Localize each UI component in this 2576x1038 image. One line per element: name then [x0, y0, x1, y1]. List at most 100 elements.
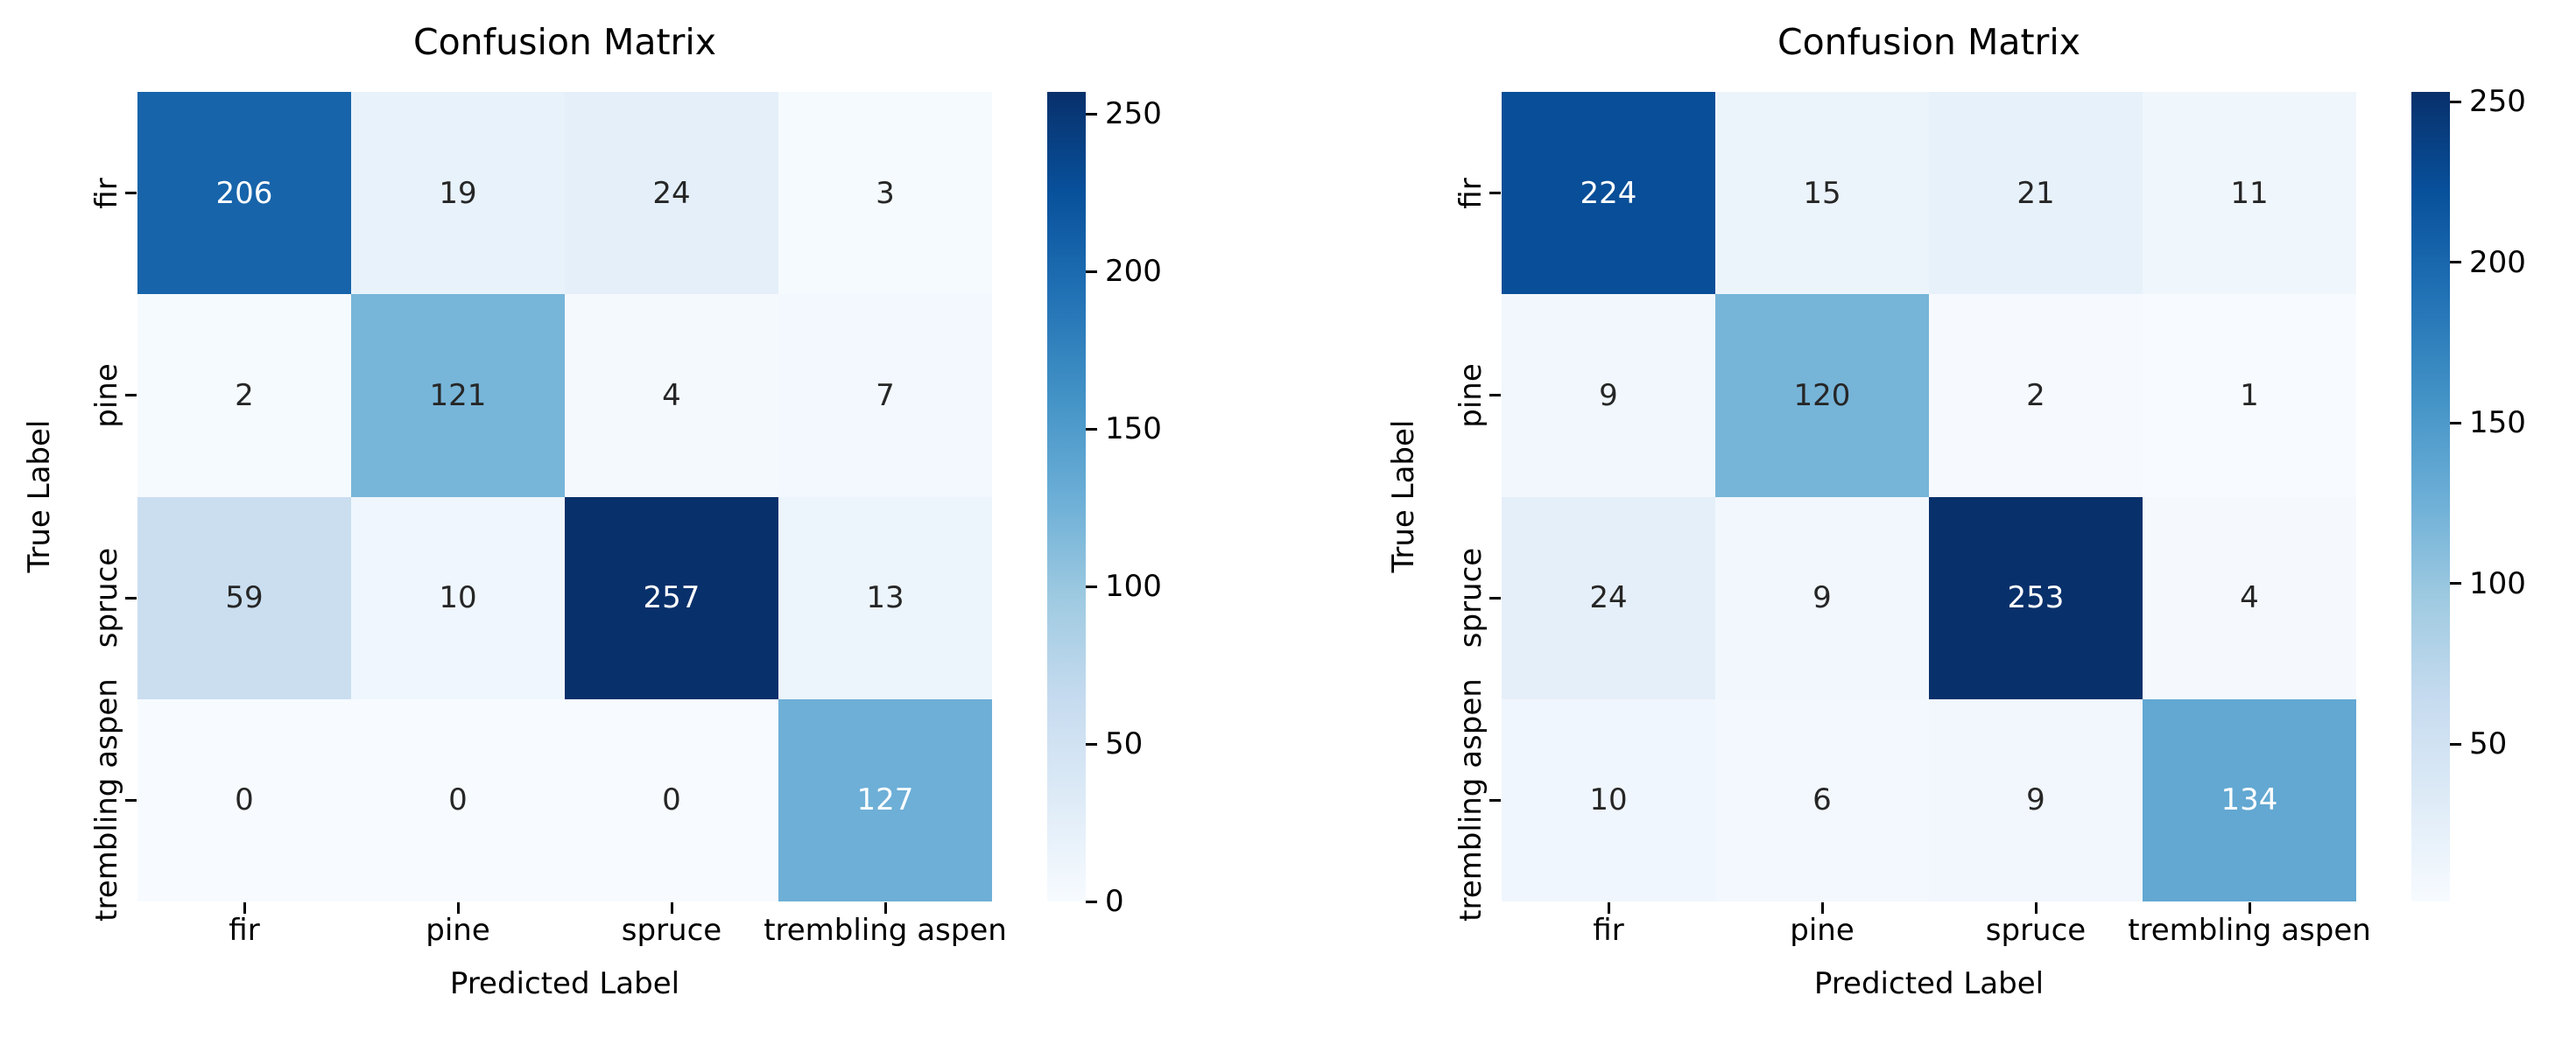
y-tick-mark [1489, 192, 1501, 195]
colorbar-tick-mark [1086, 742, 1097, 746]
x-tick-label: trembling aspen [2128, 913, 2371, 948]
x-tick-mark [2248, 902, 2251, 914]
cell-value: 3 [876, 175, 895, 211]
colorbar [1047, 92, 1086, 901]
x-tick-label: spruce [621, 913, 722, 948]
x-tick-label: fir [229, 913, 260, 948]
cell-value: 59 [225, 580, 264, 616]
heatmap-cell: 127 [778, 698, 992, 901]
colorbar-tick-label: 50 [1105, 726, 1144, 762]
cell-value: 9 [1812, 580, 1832, 616]
heatmap-cell: 15 [1715, 92, 1929, 295]
colorbar-tick-mark [1086, 270, 1097, 273]
x-tick-mark [1820, 902, 1824, 914]
heatmap-cell: 3 [778, 92, 992, 295]
cell-value: 206 [215, 175, 273, 211]
cell-value: 0 [448, 782, 468, 818]
cell-value: 2 [235, 377, 254, 413]
colorbar-tick-label: 150 [2469, 405, 2526, 441]
heatmap-cell: 0 [351, 698, 565, 901]
cell-value: 127 [856, 782, 914, 818]
cell-value: 2 [2026, 377, 2045, 413]
colorbar-tick-mark [2450, 261, 2461, 264]
heatmap-cell: 4 [2143, 496, 2356, 699]
colorbar-tick-label: 100 [1105, 569, 1162, 605]
y-tick-label: trembling aspen [1453, 678, 1489, 922]
y-tick-mark [1489, 596, 1501, 600]
cell-value: 10 [439, 580, 477, 616]
cell-value: 24 [1589, 580, 1628, 616]
heatmap-cell: 121 [351, 294, 565, 497]
cell-value: 24 [652, 175, 691, 211]
confusion-matrix-right: Confusion Matrix True Label 224 15 21 11 9 12… [1364, 0, 2576, 1038]
y-tick-mark [125, 798, 137, 802]
colorbar-tick-label: 250 [1105, 96, 1162, 132]
cell-value: 4 [2240, 580, 2259, 616]
heatmap-cell: 120 [1715, 294, 1929, 497]
heatmap-cell: 24 [1502, 496, 1715, 699]
heatmap-cell: 59 [137, 496, 351, 699]
x-tick-mark [670, 902, 673, 914]
heatmap-cell: 10 [1502, 698, 1715, 901]
x-tick-mark [243, 902, 246, 914]
heatmap-cell: 224 [1502, 92, 1715, 295]
heatmap-cell: 253 [1929, 496, 2143, 699]
colorbar-tick-label: 0 [1105, 884, 1124, 919]
y-tick-label: trembling aspen [89, 678, 124, 922]
x-tick-label: pine [426, 913, 490, 948]
cell-value: 9 [1599, 377, 1618, 413]
y-tick-mark [1489, 798, 1501, 802]
cell-value: 10 [1589, 782, 1628, 818]
heatmap-cell: 2 [1929, 294, 2143, 497]
colorbar [2411, 92, 2450, 901]
chart-title: Confusion Matrix [1777, 21, 2081, 63]
heatmap-cell: 9 [1502, 294, 1715, 497]
x-axis-label: Predicted Label [449, 966, 680, 1001]
heatmap-cell: 9 [1929, 698, 2143, 901]
x-tick-mark [456, 902, 460, 914]
heatmap-cell: 4 [565, 294, 778, 497]
heatmap-cell: 13 [778, 496, 992, 699]
heatmap-cell: 19 [351, 92, 565, 295]
colorbar-tick-label: 100 [2469, 565, 2526, 601]
cell-value: 4 [662, 377, 681, 413]
cell-value: 13 [866, 580, 904, 616]
heatmap-cell: 206 [137, 92, 351, 295]
cell-value: 134 [2221, 782, 2278, 818]
cell-value: 21 [2016, 175, 2055, 211]
colorbar-tick-mark [2450, 742, 2461, 746]
x-tick-label: pine [1790, 913, 1855, 948]
cell-value: 1 [2240, 377, 2259, 413]
y-tick-label: fir [89, 177, 124, 209]
colorbar-tick-label: 150 [1105, 411, 1162, 447]
colorbar-tick-mark [2450, 582, 2461, 586]
cell-value: 19 [439, 175, 477, 211]
colorbar-tick-label: 200 [1105, 254, 1162, 290]
cell-value: 253 [2007, 580, 2065, 616]
y-tick-label: spruce [1453, 547, 1489, 649]
heatmap-cell: 10 [351, 496, 565, 699]
heatmap-cell: 1 [2143, 294, 2356, 497]
heatmap-cell: 24 [565, 92, 778, 295]
heatmap-cell: 2 [137, 294, 351, 497]
heatmap-cell: 0 [137, 698, 351, 901]
cell-value: 257 [643, 580, 700, 616]
x-axis-label: Predicted Label [1813, 966, 2045, 1001]
heatmap-cell: 6 [1715, 698, 1929, 901]
confusion-matrix-left: Confusion Matrix True Label 206 19 24 3 2 121… [22, 22, 1162, 1001]
heatmap-cell: 9 [1715, 496, 1929, 699]
colorbar-tick-mark [1086, 112, 1097, 116]
cell-value: 121 [429, 377, 487, 413]
y-tick-label: pine [1453, 363, 1489, 428]
heatmap-cell: 257 [565, 496, 778, 699]
y-tick-label: spruce [89, 547, 124, 649]
colorbar-tick-mark [2450, 100, 2461, 103]
heatmap-cell: 11 [2143, 92, 2356, 295]
x-tick-mark [1607, 902, 1610, 914]
cell-value: 11 [2230, 175, 2269, 211]
y-axis-label: True Label [1386, 419, 1421, 573]
colorbar-tick-label: 50 [2469, 726, 2508, 762]
cell-value: 0 [662, 782, 681, 818]
cell-value: 15 [1803, 175, 1841, 211]
x-tick-label: spruce [1985, 913, 2087, 948]
